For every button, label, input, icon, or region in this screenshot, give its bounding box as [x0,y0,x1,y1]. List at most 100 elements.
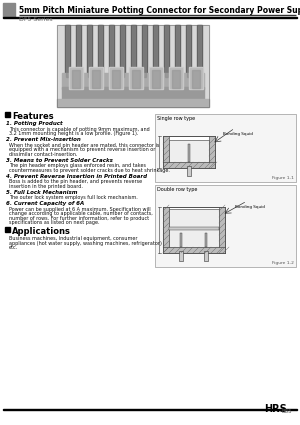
Bar [163,136,169,168]
Text: Applications: Applications [12,227,71,236]
Text: Single row type: Single row type [157,116,195,121]
Text: equipped with a mechanism to prevent reverse insertion or: equipped with a mechanism to prevent rev… [9,147,155,152]
Bar [89,67,103,89]
Text: When the socket and pin header are mated, this connector is: When the socket and pin header are mated… [9,142,159,147]
Bar [175,25,180,77]
Bar [169,67,183,89]
Bar [155,114,296,182]
Bar [164,25,169,77]
Bar [154,25,157,77]
Text: 3. Means to Prevent Solder Cracks: 3. Means to Prevent Solder Cracks [6,158,113,162]
Text: 5. Full Lock Mechanism: 5. Full Lock Mechanism [6,190,77,195]
Bar [189,67,203,89]
Bar [65,25,70,77]
Text: Bonding Squid: Bonding Squid [223,132,253,136]
Bar [152,70,160,88]
Text: etc.: etc. [9,245,18,250]
Text: number of rows. For further information, refer to product: number of rows. For further information,… [9,215,149,221]
Bar [198,25,201,77]
Bar [70,68,82,88]
Bar [66,25,69,77]
Bar [109,25,114,77]
Bar [112,70,120,88]
Bar [190,68,202,88]
Bar [57,25,209,107]
Bar [110,25,113,77]
Bar [187,25,190,77]
Text: Bonding Squid: Bonding Squid [235,205,265,209]
Bar [169,227,219,230]
Text: B85: B85 [282,409,292,414]
Text: Double row type: Double row type [157,187,197,192]
Bar [77,25,80,77]
Bar [155,185,296,267]
Bar [188,144,190,162]
Bar [19,14,296,15]
Bar [172,70,180,88]
Bar [187,166,191,176]
Bar [163,207,225,253]
Bar [131,25,136,77]
Bar [197,25,202,77]
Bar [88,25,91,77]
Text: The pin header employs glass enforced resin, and takes: The pin header employs glass enforced re… [9,163,146,168]
Text: Boss is added to the pin header, and prevents reverse: Boss is added to the pin header, and pre… [9,179,142,184]
Bar [204,251,208,261]
Text: 3.2 1mm mounting height is a low profile. (Figure 1).: 3.2 1mm mounting height is a low profile… [9,131,138,136]
Text: Power can be supplied at 6 A maximum. Specification will: Power can be supplied at 6 A maximum. Sp… [9,207,151,212]
Text: 6. Current Capacity of 6A: 6. Current Capacity of 6A [6,201,84,206]
Bar [186,25,191,77]
Bar [57,25,209,107]
Bar [163,207,169,253]
Bar [132,70,140,88]
Bar [109,67,123,89]
Bar [143,25,146,77]
Bar [3,17,297,18]
Bar [99,25,102,77]
Bar [3,409,297,410]
Text: DF5 Series: DF5 Series [19,17,52,22]
Bar [176,25,179,77]
Text: Business machines, Industrial equipment, consumer: Business machines, Industrial equipment,… [9,236,137,241]
Bar [205,233,207,247]
Text: Features: Features [12,112,54,121]
Text: Figure 1-1: Figure 1-1 [272,176,294,180]
Bar [219,207,225,253]
Text: countermeasures to prevent solder cracks due to heat shrinkage.: countermeasures to prevent solder cracks… [9,167,170,173]
Bar [192,70,200,88]
Text: Figure 1-2: Figure 1-2 [272,261,294,265]
Bar [130,68,142,88]
Bar [169,209,219,228]
Bar [163,136,215,168]
Bar [129,67,143,89]
Text: 1. Potting Product: 1. Potting Product [6,121,63,126]
Text: appliances (hot water supply, washing machines, refrigerator): appliances (hot water supply, washing ma… [9,241,162,246]
Bar [169,229,219,247]
Bar [163,162,215,168]
Bar [62,73,204,89]
Bar [92,70,100,88]
Bar [5,111,10,116]
Bar [87,25,92,77]
Bar [163,247,225,253]
Bar [149,67,163,89]
Bar [170,68,182,88]
Bar [98,25,103,77]
Text: change according to applicable cable, number of contacts,: change according to applicable cable, nu… [9,211,153,216]
Bar [62,87,204,102]
Bar [110,68,122,88]
Bar [57,99,209,107]
Bar [120,25,125,77]
Text: The outer lock system employs full lock mechanism.: The outer lock system employs full lock … [9,195,138,200]
Bar [150,68,162,88]
Text: 2. Prevent Mix-insertion: 2. Prevent Mix-insertion [6,137,81,142]
Bar [142,25,147,77]
Text: 4. Prevent Reverse Insertion in Printed Board: 4. Prevent Reverse Insertion in Printed … [6,173,147,178]
Bar [72,70,80,88]
Bar [132,25,135,77]
Text: insertion in the printed board.: insertion in the printed board. [9,184,83,189]
Bar [76,25,81,77]
Bar [3,3,15,17]
Text: 5mm Pitch Miniature Potting Connector for Secondary Power Supply: 5mm Pitch Miniature Potting Connector fo… [19,6,300,14]
Text: dissimilar contact-insertion.: dissimilar contact-insertion. [9,151,77,156]
